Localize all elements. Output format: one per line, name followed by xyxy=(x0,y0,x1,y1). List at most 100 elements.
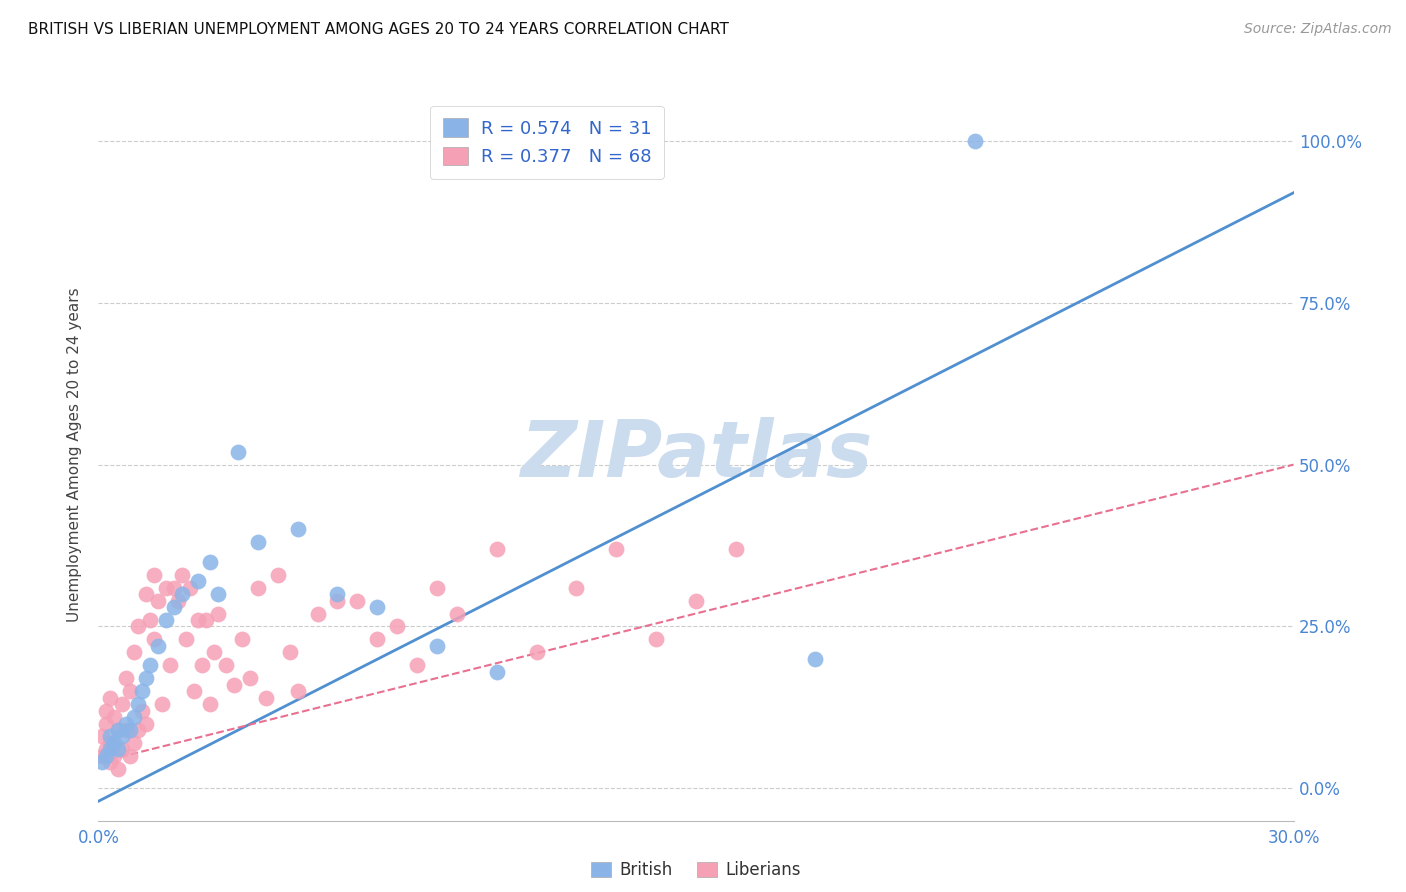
Point xyxy=(267,567,290,582)
Point xyxy=(139,658,162,673)
Point xyxy=(120,684,142,698)
Point xyxy=(287,684,309,698)
Point xyxy=(346,593,368,607)
Point xyxy=(278,645,301,659)
Point xyxy=(107,723,129,737)
Point xyxy=(526,645,548,659)
Point xyxy=(91,748,114,763)
Point xyxy=(159,658,181,673)
Point xyxy=(96,748,118,763)
Point xyxy=(120,723,142,737)
Point xyxy=(239,671,262,685)
Point xyxy=(215,658,238,673)
Point xyxy=(103,710,125,724)
Point xyxy=(366,600,388,615)
Point xyxy=(100,690,122,705)
Point xyxy=(127,697,149,711)
Point xyxy=(226,444,249,458)
Text: Source: ZipAtlas.com: Source: ZipAtlas.com xyxy=(1244,22,1392,37)
Point xyxy=(131,684,153,698)
Point xyxy=(124,710,146,724)
Point xyxy=(565,581,588,595)
Point xyxy=(385,619,409,633)
Point xyxy=(127,619,149,633)
Point xyxy=(91,730,114,744)
Legend: British, Liberians: British, Liberians xyxy=(583,855,808,886)
Point xyxy=(96,704,118,718)
Point xyxy=(187,574,209,589)
Point xyxy=(111,730,134,744)
Point xyxy=(804,652,827,666)
Point xyxy=(91,756,114,770)
Point xyxy=(446,607,468,621)
Point xyxy=(100,742,122,756)
Point xyxy=(485,665,508,679)
Point xyxy=(143,567,166,582)
Point xyxy=(231,632,253,647)
Point xyxy=(143,632,166,647)
Point xyxy=(148,639,170,653)
Point xyxy=(287,522,309,536)
Point xyxy=(107,723,129,737)
Point xyxy=(485,541,508,556)
Point xyxy=(406,658,429,673)
Point xyxy=(207,607,229,621)
Point xyxy=(426,639,449,653)
Point xyxy=(183,684,205,698)
Point xyxy=(366,632,388,647)
Point xyxy=(645,632,668,647)
Point xyxy=(103,736,125,750)
Point xyxy=(172,567,194,582)
Point xyxy=(307,607,329,621)
Point xyxy=(100,756,122,770)
Point xyxy=(167,593,190,607)
Point xyxy=(107,762,129,776)
Point xyxy=(96,716,118,731)
Point xyxy=(174,632,197,647)
Point xyxy=(155,613,177,627)
Point xyxy=(150,697,173,711)
Point xyxy=(96,742,118,756)
Point xyxy=(246,535,269,549)
Point xyxy=(207,587,229,601)
Text: ZIPatlas: ZIPatlas xyxy=(520,417,872,493)
Point xyxy=(724,541,747,556)
Y-axis label: Unemployment Among Ages 20 to 24 years: Unemployment Among Ages 20 to 24 years xyxy=(67,287,83,623)
Text: BRITISH VS LIBERIAN UNEMPLOYMENT AMONG AGES 20 TO 24 YEARS CORRELATION CHART: BRITISH VS LIBERIAN UNEMPLOYMENT AMONG A… xyxy=(28,22,728,37)
Point xyxy=(191,658,214,673)
Point xyxy=(326,587,349,601)
Point xyxy=(111,742,134,756)
Point xyxy=(135,671,157,685)
Point xyxy=(124,736,146,750)
Point xyxy=(222,678,245,692)
Point xyxy=(115,716,138,731)
Point xyxy=(198,555,221,569)
Point xyxy=(135,587,157,601)
Point xyxy=(246,581,269,595)
Point xyxy=(685,593,707,607)
Point xyxy=(139,613,162,627)
Point xyxy=(111,697,134,711)
Point xyxy=(107,742,129,756)
Point xyxy=(124,645,146,659)
Point xyxy=(120,748,142,763)
Point xyxy=(426,581,449,595)
Point xyxy=(605,541,627,556)
Point xyxy=(127,723,149,737)
Point xyxy=(172,587,194,601)
Point xyxy=(195,613,218,627)
Point xyxy=(187,613,209,627)
Point xyxy=(202,645,225,659)
Point xyxy=(155,581,177,595)
Point xyxy=(100,730,122,744)
Point xyxy=(115,671,138,685)
Point xyxy=(963,134,986,148)
Point xyxy=(115,723,138,737)
Point xyxy=(103,748,125,763)
Point xyxy=(100,736,122,750)
Point xyxy=(163,581,186,595)
Point xyxy=(254,690,277,705)
Point xyxy=(179,581,201,595)
Point xyxy=(135,716,157,731)
Point xyxy=(326,593,349,607)
